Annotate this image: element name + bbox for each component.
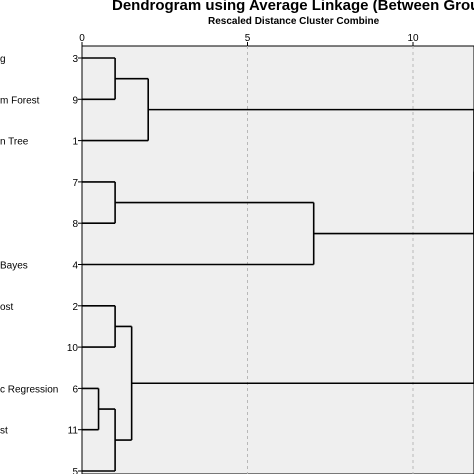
leaf-id: 4	[72, 261, 78, 272]
x-tick-label: 0	[79, 33, 85, 44]
plot-area	[81, 45, 474, 474]
leaf-id: 7	[72, 178, 78, 189]
leaf-id: 5	[72, 467, 78, 474]
leaf-label: st	[0, 426, 8, 437]
leaf-id: 11	[68, 426, 79, 437]
leaf-id: 10	[67, 343, 79, 354]
leaf-label: m Forest	[0, 95, 40, 106]
leaf-id: 3	[72, 54, 78, 65]
leaf-id: 2	[72, 302, 78, 313]
leaf-label: c Regression	[0, 384, 58, 395]
x-axis-label: Rescaled Distance Cluster Combine	[208, 16, 380, 27]
leaf-id: 8	[72, 219, 78, 230]
x-tick-label: 5	[245, 33, 251, 44]
leaf-label: n Tree	[0, 137, 29, 148]
x-tick-label: 10	[407, 33, 419, 44]
leaf-label: ost	[0, 302, 14, 313]
leaf-label: Bayes	[0, 261, 28, 272]
leaf-label: g	[0, 54, 6, 65]
leaf-id: 1	[72, 137, 78, 148]
leaf-id: 6	[72, 384, 78, 395]
leaf-id: 9	[72, 95, 78, 106]
